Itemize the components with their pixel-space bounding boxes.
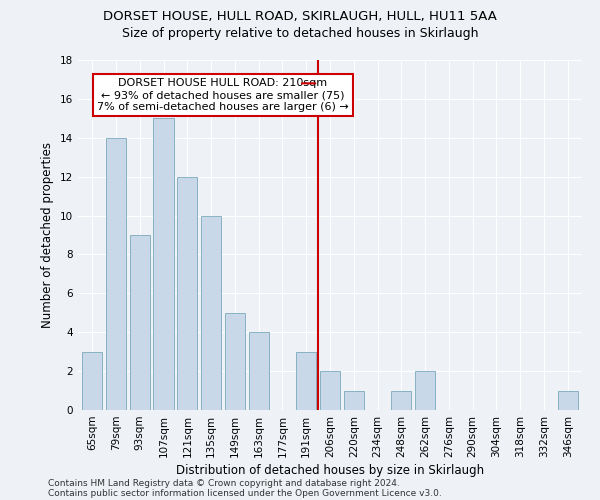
Text: Contains public sector information licensed under the Open Government Licence v3: Contains public sector information licen… <box>48 488 442 498</box>
Text: Size of property relative to detached houses in Skirlaugh: Size of property relative to detached ho… <box>122 28 478 40</box>
Bar <box>225 313 245 410</box>
Bar <box>201 216 221 410</box>
Text: DORSET HOUSE HULL ROAD: 210sqm
← 93% of detached houses are smaller (75)
7% of s: DORSET HOUSE HULL ROAD: 210sqm ← 93% of … <box>97 78 349 112</box>
Bar <box>248 332 269 410</box>
Bar <box>296 352 316 410</box>
Bar <box>130 235 150 410</box>
Bar <box>177 176 197 410</box>
Bar <box>106 138 126 410</box>
Text: DORSET HOUSE, HULL ROAD, SKIRLAUGH, HULL, HU11 5AA: DORSET HOUSE, HULL ROAD, SKIRLAUGH, HULL… <box>103 10 497 23</box>
Text: Contains HM Land Registry data © Crown copyright and database right 2024.: Contains HM Land Registry data © Crown c… <box>48 478 400 488</box>
Bar <box>557 390 578 410</box>
Bar <box>320 371 340 410</box>
Bar <box>415 371 435 410</box>
Bar <box>82 352 103 410</box>
Bar <box>154 118 173 410</box>
Bar <box>391 390 412 410</box>
X-axis label: Distribution of detached houses by size in Skirlaugh: Distribution of detached houses by size … <box>176 464 484 477</box>
Bar <box>344 390 364 410</box>
Y-axis label: Number of detached properties: Number of detached properties <box>41 142 55 328</box>
